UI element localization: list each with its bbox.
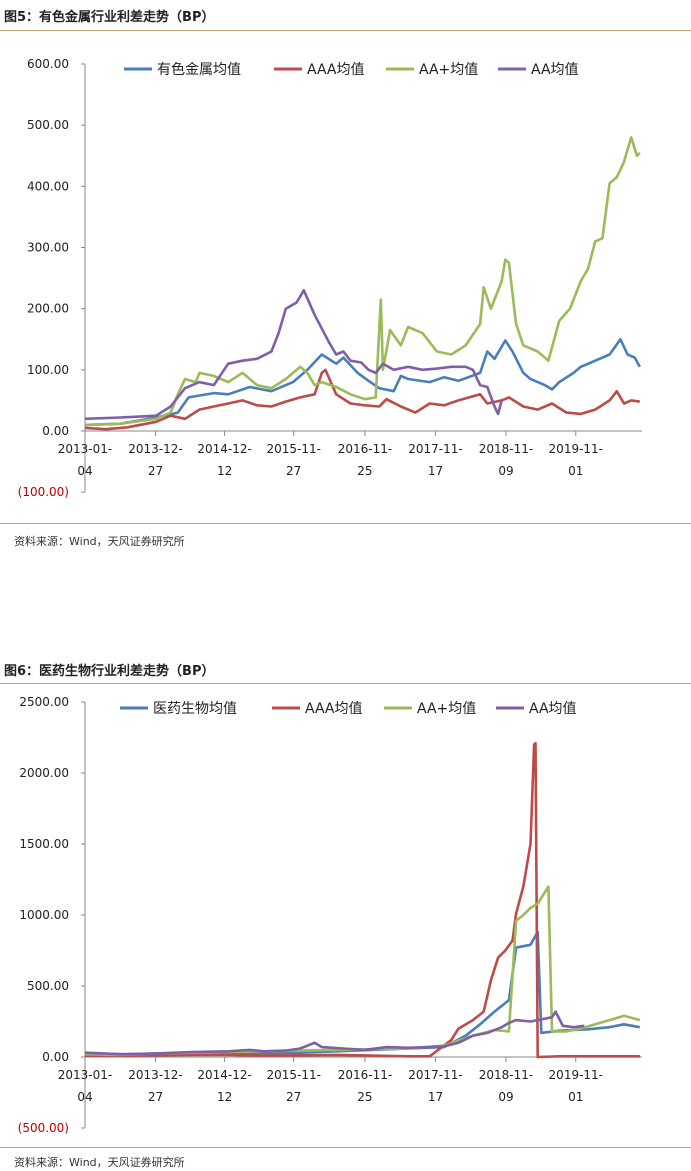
x-tick-label: 2017-11- — [408, 1068, 462, 1082]
series-line — [84, 338, 641, 427]
series-line — [84, 930, 641, 1056]
y-tick-label: 200.00 — [27, 302, 69, 316]
title-rule — [0, 30, 691, 31]
legend-label: AAA均值 — [307, 62, 365, 78]
figure-title: 图6：医药生物行业利差走势（BP） — [4, 664, 215, 679]
y-tick-label: (500.00) — [18, 1121, 69, 1135]
y-tick-label: 400.00 — [27, 179, 69, 193]
x-tick-label: 09 — [498, 464, 513, 478]
x-tick-label: 01 — [568, 1090, 583, 1104]
series-line — [84, 1010, 585, 1056]
x-tick-label: 2013-01- — [58, 1068, 112, 1082]
y-tick-label: 0.00 — [42, 1050, 69, 1064]
x-tick-label: 27 — [286, 1090, 301, 1104]
source-rule — [0, 523, 691, 524]
source-rule — [0, 1147, 691, 1148]
x-tick-label: 2018-11- — [479, 442, 533, 456]
y-tick-label: (100.00) — [18, 485, 69, 499]
x-tick-label: 12 — [217, 1090, 232, 1104]
x-tick-label: 2013-12- — [128, 1068, 182, 1082]
y-tick-label: 500.00 — [27, 118, 69, 132]
source-note: 资料来源：Wind，天风证券研究所 — [14, 1156, 185, 1169]
y-tick-label: 500.00 — [27, 979, 69, 993]
x-tick-label: 27 — [286, 464, 301, 478]
x-tick-label: 2013-01- — [58, 442, 112, 456]
source-note: 资料来源：Wind，天风证券研究所 — [14, 535, 185, 548]
x-tick-label: 2019-11- — [549, 1068, 603, 1082]
x-tick-label: 2019-11- — [549, 442, 603, 456]
legend-label: 医药生物均值 — [153, 701, 237, 717]
x-tick-label: 27 — [148, 1090, 163, 1104]
x-tick-label: 12 — [217, 464, 232, 478]
series-line — [84, 136, 641, 427]
legend-label: AA+均值 — [417, 701, 476, 717]
x-tick-label: 01 — [568, 464, 583, 478]
y-tick-label: 600.00 — [27, 57, 69, 71]
x-tick-label: 2015-11- — [266, 1068, 320, 1082]
x-tick-label: 2016-11- — [338, 1068, 392, 1082]
legend-label: AA均值 — [531, 62, 579, 78]
x-tick-label: 17 — [428, 1090, 443, 1104]
x-tick-label: 2017-11- — [408, 442, 462, 456]
x-tick-label: 25 — [357, 464, 372, 478]
figure-title: 图5：有色金属行业利差走势（BP） — [4, 10, 215, 25]
legend-label: AAA均值 — [305, 701, 363, 717]
series-line — [84, 885, 641, 1057]
x-tick-label: 2014-12- — [197, 442, 251, 456]
y-tick-label: 100.00 — [27, 363, 69, 377]
y-tick-label: 1500.00 — [19, 837, 69, 851]
y-tick-label: 1000.00 — [19, 908, 69, 922]
x-tick-label: 17 — [428, 464, 443, 478]
x-tick-label: 2018-11- — [479, 1068, 533, 1082]
series-line — [84, 741, 640, 1059]
series-line — [84, 289, 503, 421]
legend-label: 有色金属均值 — [157, 61, 241, 78]
y-tick-label: 0.00 — [42, 424, 69, 438]
x-tick-label: 04 — [77, 1090, 92, 1104]
y-tick-label: 2500.00 — [19, 695, 69, 709]
chart-area: (500.00) 0.00 500.00 1000.00 1500.00 2000.00 2… — [18, 695, 642, 1135]
legend-label: AA均值 — [529, 701, 577, 717]
chart-area: (100.00) 0.00 100.00 200.00 300.00 400.00 500.… — [18, 57, 642, 499]
x-tick-label: 27 — [148, 464, 163, 478]
y-tick-label: 2000.00 — [19, 766, 69, 780]
x-tick-label: 25 — [357, 1090, 372, 1104]
x-tick-label: 2013-12- — [128, 442, 182, 456]
x-tick-label: 04 — [77, 464, 92, 478]
y-tick-label: 300.00 — [27, 241, 69, 255]
x-tick-label: 2016-11- — [338, 442, 392, 456]
legend-label: AA+均值 — [419, 62, 478, 78]
series-line — [84, 368, 640, 431]
title-rule — [0, 683, 691, 684]
x-tick-label: 09 — [498, 1090, 513, 1104]
x-tick-label: 2015-11- — [266, 442, 320, 456]
x-tick-label: 2014-12- — [197, 1068, 251, 1082]
